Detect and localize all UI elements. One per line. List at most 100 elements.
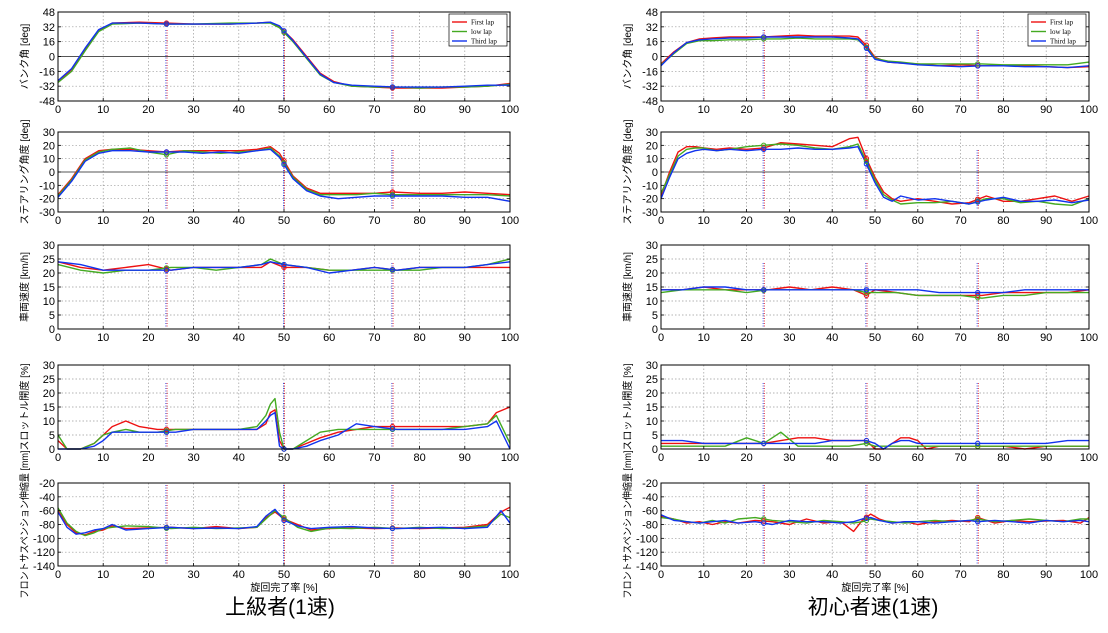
y-tick-label: 25	[43, 374, 55, 386]
y-tick-label: -20	[39, 194, 55, 206]
x-tick-label: 50	[869, 569, 881, 581]
x-tick-label: 40	[233, 569, 245, 581]
event-point	[975, 63, 981, 69]
event-point	[975, 516, 981, 522]
event-point	[389, 426, 396, 432]
x-tick-label: 60	[912, 332, 924, 344]
x-tick-label: 20	[142, 104, 154, 116]
y-tick-label: 20	[43, 388, 55, 400]
event-point	[863, 292, 870, 299]
x-axis-label: 旋回完了率 [%]	[841, 581, 908, 594]
y-tick-label: 20	[646, 140, 658, 152]
x-tick-label: 50	[278, 452, 290, 464]
y-tick-label: 0	[652, 52, 658, 64]
x-tick-label: 30	[783, 215, 795, 227]
event-point	[975, 289, 981, 296]
x-tick-label: 30	[187, 452, 199, 464]
x-tick-label: 100	[501, 104, 519, 116]
x-tick-label: 80	[413, 332, 425, 344]
x-tick-label: 100	[1080, 215, 1098, 227]
x-tick-label: 100	[1080, 569, 1098, 581]
x-tick-label: 100	[501, 452, 519, 464]
y-tick-label: -16	[39, 66, 55, 78]
event-point	[761, 146, 767, 153]
event-point	[863, 515, 870, 521]
event-point	[975, 196, 981, 203]
x-tick-label: 90	[1040, 332, 1052, 344]
x-tick-label: 10	[698, 215, 710, 227]
x-tick-label: 40	[233, 104, 245, 116]
x-tick-label: 20	[142, 452, 154, 464]
y-tick-label: -30	[39, 207, 55, 219]
x-tick-label: 70	[368, 452, 380, 464]
y-tick-label: -60	[39, 506, 55, 518]
event-point	[281, 517, 287, 524]
y-axis-label: ステアリング角度 [deg]	[18, 119, 31, 224]
y-tick-label: -10	[642, 180, 658, 192]
y-tick-label: 48	[646, 7, 658, 19]
y-tick-label: -20	[642, 478, 658, 490]
y-tick-label: 16	[43, 37, 55, 49]
x-tick-label: 30	[187, 332, 199, 344]
x-tick-label: 40	[233, 452, 245, 464]
event-point	[761, 36, 767, 42]
x-tick-label: 30	[187, 104, 199, 116]
event-point	[389, 84, 396, 90]
y-tick-label: -40	[39, 492, 55, 504]
x-tick-label: 90	[459, 569, 471, 581]
event-point	[163, 267, 170, 273]
x-tick-label: 80	[997, 215, 1009, 227]
caption-right: 初心者速(1速)	[808, 596, 939, 619]
y-tick-label: 32	[646, 22, 658, 34]
event-point	[863, 158, 870, 165]
y-tick-label: 30	[646, 360, 658, 372]
legend-entry: low lap	[471, 28, 492, 36]
x-tick-label: 40	[233, 332, 245, 344]
legend-entry: Third lap	[471, 38, 497, 46]
event-point	[281, 28, 287, 34]
y-tick-label: -140	[33, 561, 55, 573]
event-point	[863, 289, 870, 296]
y-tick-label: 32	[43, 22, 55, 34]
x-tick-label: 70	[954, 104, 966, 116]
y-tick-label: -60	[642, 506, 658, 518]
legend-entry: Third lap	[1050, 38, 1076, 46]
series-line-third-lap	[57, 148, 511, 202]
x-tick-label: 60	[323, 332, 335, 344]
y-tick-label: 10	[646, 416, 658, 428]
y-axis-label: バンク角 [deg]	[19, 24, 31, 90]
x-tick-label: 10	[698, 104, 710, 116]
x-tick-label: 80	[413, 215, 425, 227]
event-point	[389, 423, 396, 430]
y-tick-label: -20	[642, 194, 658, 206]
y-tick-label: -16	[642, 66, 658, 78]
event-point	[863, 287, 870, 293]
y-tick-label: 5	[49, 430, 55, 442]
x-tick-label: 30	[783, 104, 795, 116]
x-tick-label: 90	[459, 452, 471, 464]
x-tick-label: 10	[698, 332, 710, 344]
event-point	[281, 514, 287, 521]
x-tick-label: 70	[954, 332, 966, 344]
x-tick-label: 0	[658, 332, 664, 344]
series-line-third-lap	[660, 36, 1090, 69]
x-tick-label: 60	[912, 215, 924, 227]
event-point	[163, 265, 170, 271]
x-tick-label: 60	[323, 104, 335, 116]
x-tick-label: 70	[368, 104, 380, 116]
y-axis-label: フロントサスペンション伸縮量 [mm]	[18, 450, 31, 598]
x-tick-label: 30	[783, 452, 795, 464]
series-line-low-lap	[57, 22, 511, 89]
event-point	[281, 158, 287, 164]
event-point	[389, 525, 396, 532]
x-tick-label: 70	[954, 215, 966, 227]
y-tick-label: 0	[49, 444, 55, 456]
y-tick-label: 30	[43, 240, 55, 252]
x-tick-label: 90	[459, 215, 471, 227]
y-tick-label: 30	[646, 240, 658, 252]
series-line-third-lap	[57, 261, 511, 274]
